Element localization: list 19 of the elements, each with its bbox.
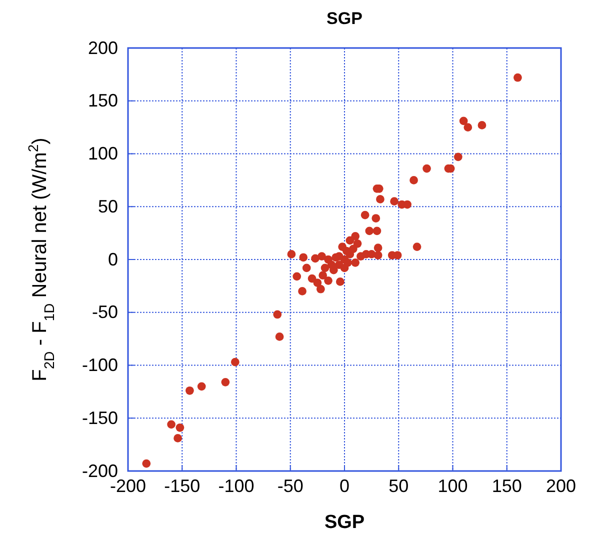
x-tick-label: 0 [339,476,350,496]
y-tick-label: 100 [88,144,118,164]
x-tick-label: 50 [388,476,409,496]
x-tick-label: 100 [438,476,468,496]
y-tick-label: -200 [82,460,118,481]
x-tick-label: -100 [218,476,254,496]
y-tick-label: 50 [98,196,118,216]
x-tick-label: 200 [546,476,576,496]
y-tick-label: 150 [88,90,118,111]
chart-title: SGP [326,9,362,28]
y-tick-label: -150 [82,408,118,428]
y-tick-label: 200 [88,38,118,58]
y-tick-label: 0 [108,249,118,270]
y-tick-label: -50 [92,302,118,322]
y-tick-label: -100 [82,355,118,376]
x-tick-label: -150 [164,476,200,496]
x-axis-title: SGP [324,512,365,533]
x-tick-label: -50 [277,476,304,496]
x-tick-label: 150 [492,476,522,496]
